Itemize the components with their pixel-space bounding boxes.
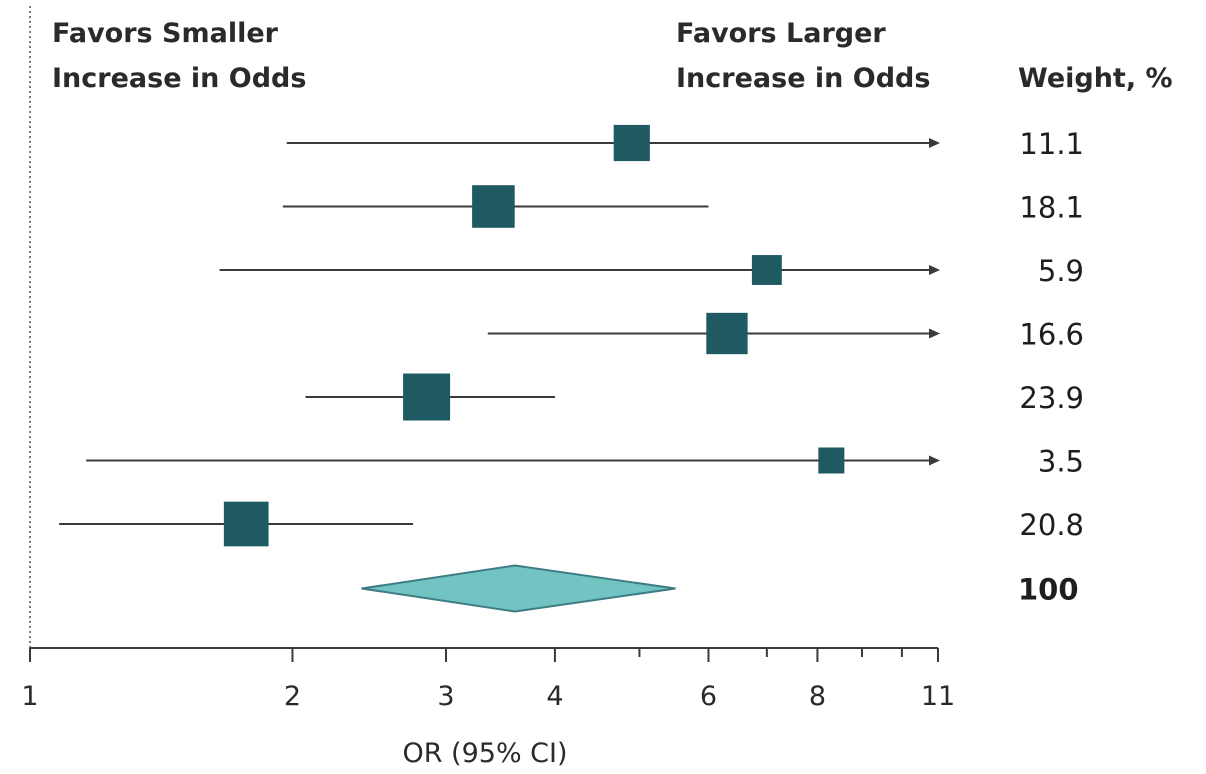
x-tick-label-1: 1 — [21, 681, 38, 712]
weight-value-1: 11.1 — [1019, 127, 1084, 161]
pooled-weight-value: 100 — [1018, 573, 1079, 607]
weight-value-3: 5.9 — [1038, 254, 1084, 288]
favors-larger-label-line2: Increase in Odds — [676, 63, 930, 94]
ci-arrow-3 — [929, 265, 940, 275]
weight-value-4: 16.6 — [1019, 318, 1084, 352]
ci-arrow-6 — [929, 455, 940, 466]
ci-arrow-1 — [929, 138, 940, 148]
x-tick-label-6: 6 — [700, 681, 717, 712]
x-tick-label-11: 11 — [921, 681, 955, 712]
study-marker-5 — [403, 373, 451, 421]
x-axis: 1 2 3 4 6 8 11 — [21, 647, 955, 712]
study-marker-7 — [223, 501, 269, 547]
favors-smaller-label-line1: Favors Smaller — [52, 18, 279, 49]
ci-arrow-4 — [929, 328, 940, 339]
pooled-diamond — [361, 564, 676, 613]
weight-value-2: 18.1 — [1019, 191, 1084, 225]
x-tick-label-4: 4 — [546, 681, 563, 712]
x-tick-label-3: 3 — [437, 681, 454, 712]
weight-value-5: 23.9 — [1019, 381, 1084, 415]
x-tick-label-2: 2 — [284, 681, 301, 712]
weight-value-7: 20.8 — [1019, 508, 1084, 542]
x-axis-label: OR (95% CI) — [402, 738, 567, 769]
pooled-estimate: 100 — [361, 564, 1079, 613]
study-rows: 11.1 18.1 5.9 16.6 23.9 3.5 20.8 — [59, 124, 1084, 547]
weight-value-6: 3.5 — [1038, 445, 1084, 479]
favors-smaller-label-line2: Increase in Odds — [52, 63, 306, 94]
study-marker-4 — [706, 312, 748, 355]
favors-larger-label-line1: Favors Larger — [676, 18, 886, 49]
x-tick-label-8: 8 — [809, 681, 826, 712]
study-marker-3 — [751, 255, 782, 285]
weight-column-header: Weight, % — [1018, 63, 1173, 94]
study-marker-2 — [472, 185, 515, 228]
study-marker-6 — [818, 447, 845, 474]
study-marker-1 — [613, 124, 650, 162]
